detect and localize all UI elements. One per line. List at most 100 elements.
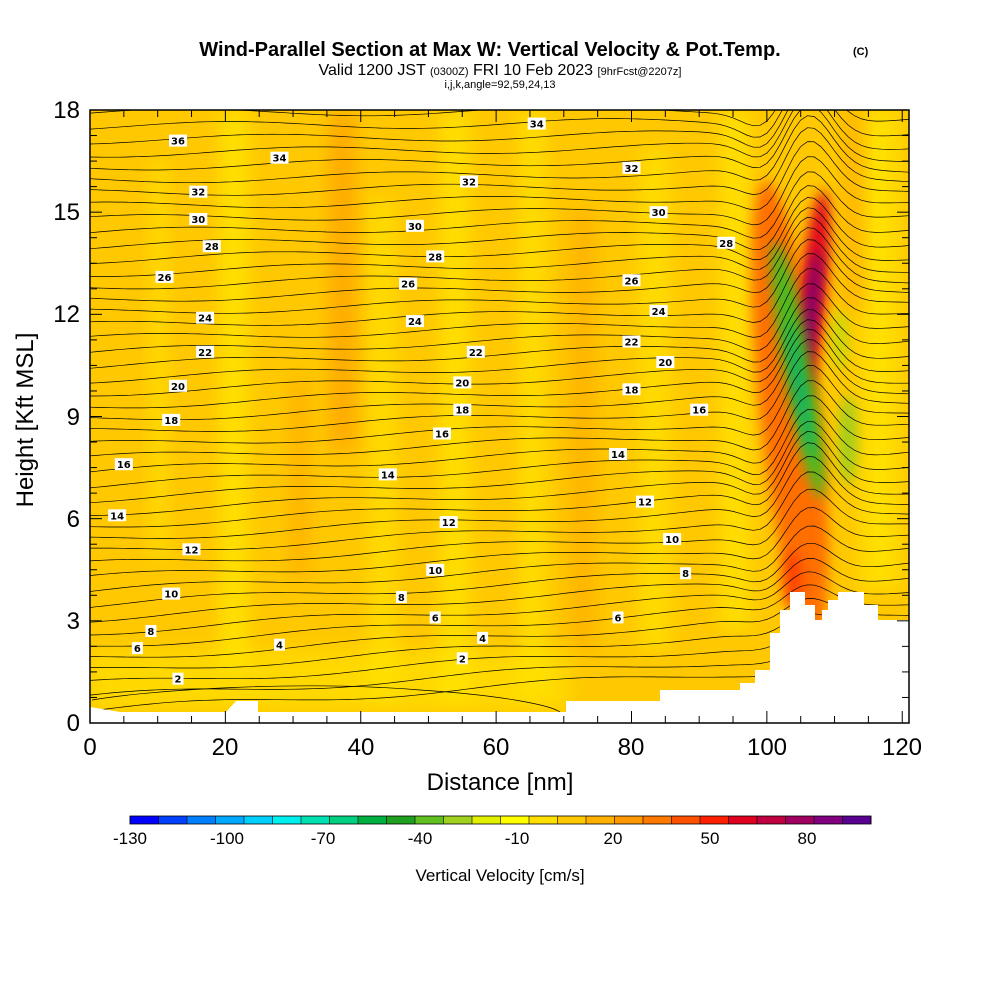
contour-label-box <box>108 509 127 522</box>
terrain <box>90 592 909 723</box>
colorbar-swatch <box>130 816 159 824</box>
contour-label: 32 <box>462 178 476 189</box>
contour-label: 12 <box>442 518 456 529</box>
colorbar-swatch <box>671 816 701 824</box>
isentrope-line <box>90 456 909 539</box>
contour-label: 2 <box>459 654 466 665</box>
contour-label: 20 <box>171 382 185 393</box>
contour-label: 18 <box>455 406 469 417</box>
colorbar-swatch <box>472 816 501 824</box>
x-tick-label: 40 <box>348 734 375 761</box>
updraft-plume-outer <box>751 181 829 639</box>
contour-label: 16 <box>692 406 706 417</box>
contour-label: 28 <box>428 252 442 263</box>
contour-label-box <box>717 236 736 249</box>
x-tick-label: 80 <box>618 734 645 761</box>
contour-label: 6 <box>432 613 439 624</box>
x-axis-label: Distance [nm] <box>427 769 574 796</box>
isentrope-line <box>90 268 909 338</box>
orange-band <box>330 110 355 450</box>
contour-label: 20 <box>658 358 672 369</box>
chart-title: Wind-Parallel Section at Max W: Vertical… <box>199 39 780 61</box>
contour-label-box <box>649 206 668 219</box>
contour-label-box <box>656 356 675 368</box>
contour-label: 18 <box>164 416 178 427</box>
colorbar-swatch <box>757 816 786 824</box>
contour-label: 36 <box>171 137 185 148</box>
isentrope-line <box>90 380 909 457</box>
x-tick-label: 60 <box>483 734 510 761</box>
isentrope-line <box>90 319 909 397</box>
colorbar-swatch <box>158 816 188 824</box>
title-mark: (C) <box>853 46 869 58</box>
contour-label-box <box>439 516 458 529</box>
contour-label-box <box>131 642 143 655</box>
colorbar-label: -70 <box>311 829 336 848</box>
contour-label-box <box>182 543 201 556</box>
contour-label: 4 <box>479 634 486 645</box>
orange-band <box>570 210 595 650</box>
contour-label: 28 <box>205 242 219 253</box>
colorbar-label: -100 <box>210 829 244 848</box>
contour-label: 8 <box>682 569 689 580</box>
y-tick-label: 12 <box>53 301 80 328</box>
contour-label: 24 <box>408 317 422 328</box>
contour-label: 34 <box>273 154 287 165</box>
contour-label: 24 <box>198 314 212 325</box>
x-tick-label: 120 <box>882 734 922 761</box>
contour-label-box <box>527 117 546 130</box>
y-tick-label: 9 <box>67 404 80 431</box>
yellow-band <box>150 160 168 560</box>
x-tick-label: 100 <box>747 734 787 761</box>
y-tick-labels: 0 3 6 9 12 15 18 <box>53 97 80 737</box>
contour-label: 24 <box>652 307 666 318</box>
contour-label-box <box>155 270 174 283</box>
isentrope-line <box>90 558 909 623</box>
contour-label: 14 <box>611 450 625 461</box>
contour-label: 22 <box>469 348 483 359</box>
isentrope-line <box>90 351 909 432</box>
contour-label-box <box>622 383 641 396</box>
x-tick-label: 0 <box>83 734 96 761</box>
colorbar-label: 50 <box>701 829 720 848</box>
colorbar-swatch <box>415 816 444 824</box>
yellow-band <box>640 150 670 650</box>
isentrope-line <box>90 471 909 551</box>
isentrope-line <box>90 239 909 314</box>
contour-label: 22 <box>625 338 639 349</box>
isentrope-line <box>90 309 909 384</box>
colorbar-label: 80 <box>798 829 817 848</box>
isentrope-line <box>90 283 909 353</box>
isentrope-line <box>90 110 909 148</box>
contour-label-box <box>378 468 397 481</box>
colorbar-label: 20 <box>604 829 623 848</box>
isentrope-line <box>90 110 909 158</box>
contour-label-box <box>456 652 468 665</box>
contour-label-box <box>636 495 654 508</box>
contour-label: 14 <box>110 511 124 522</box>
contour-label-box <box>663 533 682 546</box>
contour-label-box <box>690 403 709 416</box>
yellow-band <box>220 110 248 670</box>
contour-label: 26 <box>401 280 415 291</box>
contour-label-box <box>162 413 181 426</box>
contour-label: 10 <box>164 590 178 601</box>
colorbar <box>129 815 872 825</box>
contour-label-box <box>649 304 668 317</box>
contour-label-box <box>395 591 407 603</box>
contour-label-box <box>196 311 215 324</box>
isentrope-line <box>90 488 909 562</box>
contour-label: 10 <box>428 566 442 577</box>
y-tick-label: 0 <box>67 710 80 737</box>
colorbar-swatch <box>272 816 302 824</box>
contour-label-box <box>189 213 208 225</box>
isentrope-line <box>90 115 909 184</box>
isentrope-line <box>91 685 561 713</box>
contour-label-box <box>405 219 424 232</box>
contour-label: 6 <box>615 613 622 624</box>
downdraft-core <box>786 321 814 459</box>
contour-label: 26 <box>158 273 172 284</box>
contour-label-box <box>270 151 289 164</box>
